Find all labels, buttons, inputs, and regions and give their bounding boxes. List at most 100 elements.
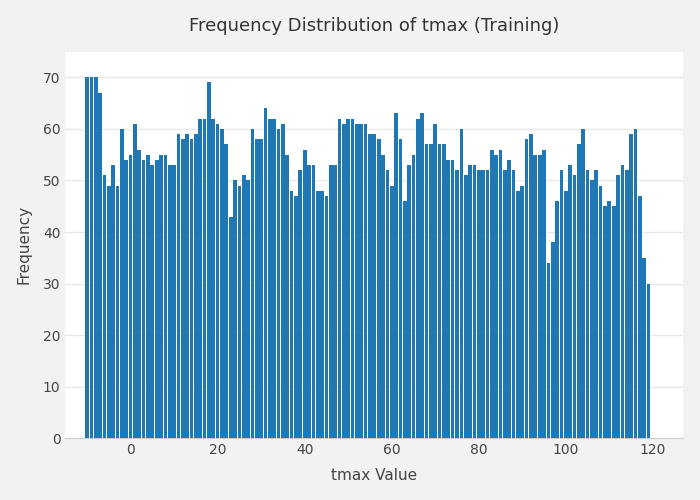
Bar — [298, 170, 302, 438]
Y-axis label: Frequency: Frequency — [17, 206, 32, 284]
Bar — [129, 154, 132, 439]
Bar — [155, 160, 158, 438]
Bar — [116, 186, 119, 438]
Bar — [582, 129, 585, 438]
Bar — [551, 242, 554, 438]
Bar — [416, 118, 420, 438]
Bar — [494, 154, 498, 439]
Bar — [629, 134, 633, 438]
Bar — [276, 129, 281, 438]
Bar — [616, 176, 620, 438]
Bar — [377, 139, 381, 438]
Bar — [525, 139, 528, 438]
Bar — [498, 150, 503, 439]
Bar — [220, 129, 224, 438]
Bar — [473, 165, 476, 438]
Bar — [103, 176, 106, 438]
Bar — [594, 170, 598, 438]
Bar — [573, 176, 576, 438]
Bar — [150, 165, 154, 438]
Bar — [172, 165, 176, 438]
Bar — [612, 206, 615, 438]
Bar — [242, 176, 246, 438]
Bar — [137, 150, 141, 439]
Bar — [225, 144, 228, 439]
Bar — [538, 154, 542, 439]
Bar — [164, 154, 167, 439]
Bar — [333, 165, 337, 438]
Bar — [259, 139, 263, 438]
Bar — [508, 160, 511, 438]
Bar — [398, 139, 402, 438]
Bar — [512, 170, 515, 438]
Bar — [425, 144, 428, 439]
Bar — [233, 180, 237, 438]
Bar — [176, 134, 181, 438]
Bar — [211, 118, 215, 438]
Bar — [303, 150, 307, 439]
Bar — [464, 176, 468, 438]
Bar — [447, 160, 450, 438]
Bar — [608, 201, 611, 438]
Bar — [520, 186, 524, 438]
Bar — [125, 160, 128, 438]
Bar — [455, 170, 458, 438]
Bar — [486, 170, 489, 438]
Bar — [181, 139, 185, 438]
Bar — [568, 165, 572, 438]
Bar — [359, 124, 363, 438]
Bar — [255, 139, 258, 438]
Bar — [643, 258, 646, 438]
Bar — [555, 201, 559, 438]
Title: Frequency Distribution of tmax (Training): Frequency Distribution of tmax (Training… — [189, 16, 559, 34]
Bar — [620, 165, 624, 438]
Bar — [237, 186, 241, 438]
Bar — [547, 263, 550, 438]
Bar — [355, 124, 358, 438]
Bar — [337, 118, 342, 438]
Bar — [442, 144, 446, 439]
Bar — [281, 124, 285, 438]
Bar — [433, 124, 437, 438]
Bar — [477, 170, 481, 438]
Bar — [229, 216, 232, 438]
Bar — [342, 124, 346, 438]
Bar — [325, 196, 328, 438]
Bar — [268, 118, 272, 438]
Bar — [133, 124, 136, 438]
Bar — [403, 201, 407, 438]
X-axis label: tmax Value: tmax Value — [331, 468, 417, 483]
Bar — [194, 134, 197, 438]
Bar — [638, 196, 642, 438]
Bar — [207, 82, 211, 438]
Bar — [529, 134, 533, 438]
Bar — [107, 186, 111, 438]
Bar — [429, 144, 433, 439]
Bar — [190, 139, 193, 438]
Bar — [85, 78, 89, 438]
Bar — [382, 154, 385, 439]
Bar — [351, 118, 354, 438]
Bar — [290, 191, 293, 438]
Bar — [634, 129, 637, 438]
Bar — [438, 144, 442, 439]
Bar — [251, 129, 254, 438]
Bar — [286, 154, 289, 439]
Bar — [559, 170, 564, 438]
Bar — [364, 124, 368, 438]
Bar — [482, 170, 485, 438]
Bar — [246, 180, 250, 438]
Bar — [186, 134, 189, 438]
Bar — [312, 165, 315, 438]
Bar — [647, 284, 650, 438]
Bar — [412, 154, 415, 439]
Bar — [603, 206, 607, 438]
Bar — [577, 144, 581, 439]
Bar — [264, 108, 267, 438]
Bar — [346, 118, 350, 438]
Bar — [503, 170, 507, 438]
Bar — [98, 93, 102, 439]
Bar — [294, 196, 298, 438]
Bar — [320, 191, 324, 438]
Bar — [198, 118, 202, 438]
